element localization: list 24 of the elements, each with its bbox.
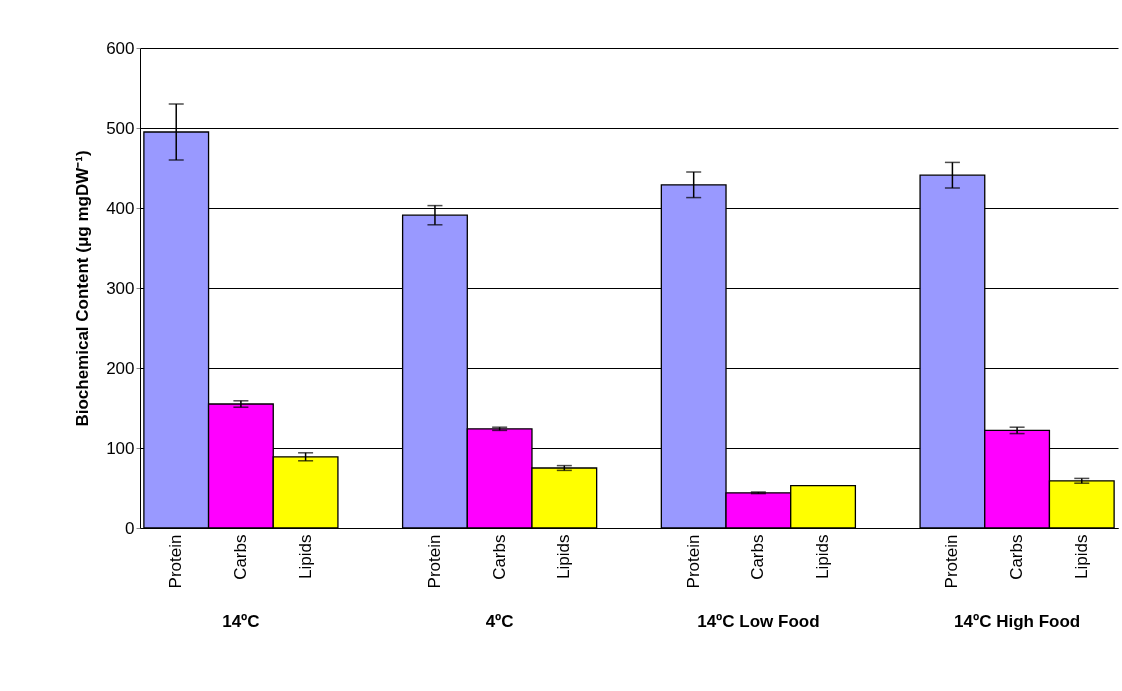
text: 14ºC High Food xyxy=(954,612,1081,631)
x-tick-label: Carbs xyxy=(748,534,768,580)
x-tick-label: Protein xyxy=(166,534,186,589)
y-tick-label: 500 xyxy=(106,118,135,138)
text: 14ºC xyxy=(222,612,260,631)
y-tick-label: 300 xyxy=(106,278,135,298)
x-tick-label: Carbs xyxy=(489,534,509,580)
x-tick-label: Protein xyxy=(424,534,444,589)
y-tick-label: 0 xyxy=(125,518,135,538)
x-tick-label: Carbs xyxy=(1007,534,1027,580)
y-tick-label: 100 xyxy=(106,438,135,458)
y-axis-title: Biochemical Content (μg mgDW⁻¹) xyxy=(73,150,93,427)
x-tick-label: Protein xyxy=(942,534,962,589)
text: 4ºC xyxy=(485,612,514,631)
x-tick-label: Lipids xyxy=(554,534,574,579)
x-tick-label: Carbs xyxy=(230,534,250,580)
x-tick-label: Lipids xyxy=(1071,534,1091,579)
x-tick-label: Lipids xyxy=(813,534,833,579)
x-tick-label: Lipids xyxy=(295,534,315,579)
x-tick-label: Protein xyxy=(683,534,703,589)
y-tick-label: 400 xyxy=(106,198,135,218)
y-tick-label: 600 xyxy=(106,38,135,58)
y-tick-label: 200 xyxy=(106,358,135,378)
text: 14ºC Low Food xyxy=(697,612,820,631)
